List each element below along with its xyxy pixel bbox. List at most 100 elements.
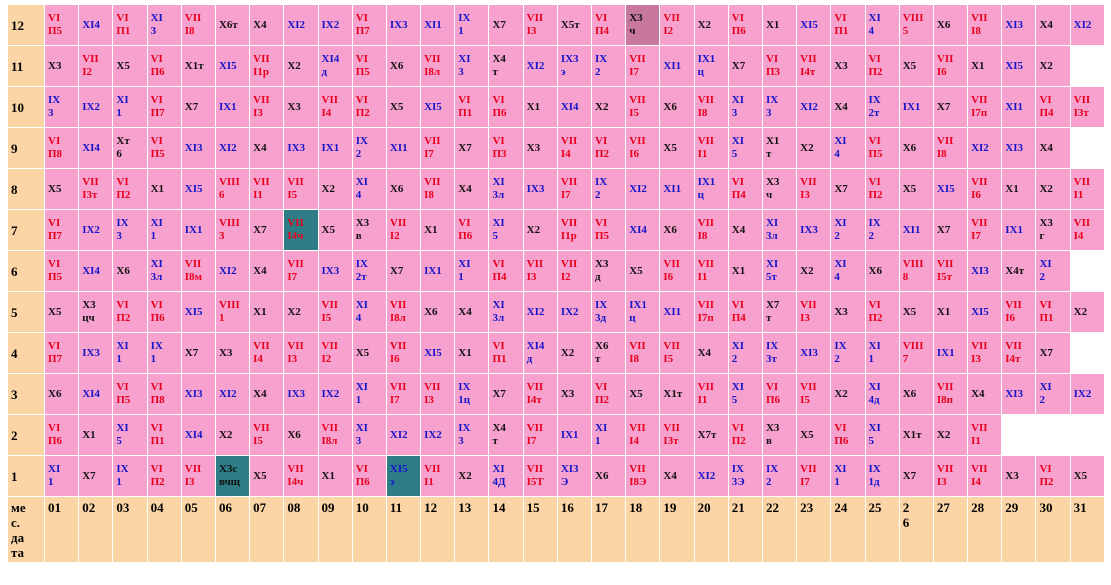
calendar-cell: VI П1 bbox=[830, 4, 866, 46]
calendar-cell: X1 bbox=[761, 4, 798, 46]
calendar-cell: X2 bbox=[1035, 168, 1071, 210]
calendar-cell: VII I1р bbox=[556, 209, 593, 251]
calendar-row: 2 VI П6 X1 XI 5 VI П1 XI4 X2 VII I5 X6 VII I8л XI 3 XI2 IX… bbox=[7, 414, 1105, 456]
calendar-cell: VII I4 bbox=[249, 332, 285, 374]
calendar-cell: VII I2 bbox=[385, 209, 422, 251]
calendar-cell: XI4 bbox=[625, 209, 661, 251]
calendar-cell: XI2 bbox=[214, 127, 251, 169]
date-cell: 23 bbox=[796, 496, 832, 563]
calendar-cell: VII I8л bbox=[317, 414, 353, 456]
calendar-cell: IX1 bbox=[556, 414, 593, 456]
calendar-cell: VI П7 bbox=[43, 209, 80, 251]
calendar-cell: VI П5 bbox=[351, 45, 387, 87]
calendar-cell: X5 bbox=[43, 168, 80, 210]
row-label: 11 bbox=[7, 45, 45, 87]
calendar-cell: X2 bbox=[1069, 291, 1105, 333]
calendar-cell: IX2 bbox=[317, 373, 353, 415]
calendar-cell: X4 bbox=[249, 250, 285, 292]
date-cell: 14 bbox=[488, 496, 524, 563]
calendar-cell: XI2 bbox=[522, 291, 558, 333]
calendar-cell: VII I4т bbox=[522, 373, 558, 415]
calendar-cell: IX3 bbox=[522, 168, 558, 210]
calendar-cell: IX3 bbox=[283, 373, 319, 415]
calendar-cell: XI5 э bbox=[385, 455, 422, 497]
calendar-cell: IX 2т bbox=[864, 86, 900, 128]
calendar-cell: VI П5 bbox=[146, 127, 182, 169]
calendar-row: 7 VI П7 IX2 IX 3 XI 1 IX1 VIII 3 X7 VII I4ч X5 X3 в VII I2… bbox=[7, 209, 1105, 251]
calendar-cell: X7 bbox=[488, 373, 524, 415]
calendar-cell: X1 bbox=[146, 168, 182, 210]
calendar-cell: X7 bbox=[830, 168, 866, 210]
calendar-cell: IX3 bbox=[283, 127, 319, 169]
calendar-cell: VI П8 bbox=[146, 373, 182, 415]
calendar-cell: X4 bbox=[454, 291, 490, 333]
calendar-cell: VI П2 bbox=[590, 127, 627, 169]
calendar-cell: VI П2 bbox=[112, 168, 148, 210]
date-cell: 12 bbox=[420, 496, 456, 563]
calendar-cell: VI П2 bbox=[864, 168, 900, 210]
calendar-cell: VII I7п bbox=[693, 291, 729, 333]
date-cell: 02 bbox=[78, 496, 114, 563]
calendar-cell: VI П7 bbox=[146, 86, 182, 128]
calendar-cell: VII I2 bbox=[78, 45, 114, 87]
calendar-cell: IX2 bbox=[78, 209, 114, 251]
calendar-cell: IX2 bbox=[1069, 373, 1105, 415]
calendar-cell: X6 bbox=[112, 250, 148, 292]
calendar-cell: X6 bbox=[590, 455, 627, 497]
calendar-cell: X4 bbox=[249, 127, 285, 169]
calendar-cell: VI П6 bbox=[727, 4, 763, 46]
calendar-cell: X5 bbox=[43, 291, 80, 333]
row-label: 10 bbox=[7, 86, 45, 128]
calendar-cell: XI2 bbox=[796, 86, 832, 128]
date-cell: 08 bbox=[283, 496, 319, 563]
calendar-cell: XI 3л bbox=[146, 250, 182, 292]
calendar-cell: X1 bbox=[727, 250, 763, 292]
calendar-cell: VII I2 bbox=[317, 332, 353, 374]
calendar-cell: IX3 bbox=[317, 250, 353, 292]
date-cell: 18 bbox=[625, 496, 661, 563]
calendar-cell: VI П1 bbox=[112, 4, 148, 46]
calendar-cell: X3с вчщ bbox=[214, 455, 251, 497]
calendar-cell: X4т bbox=[1001, 250, 1037, 292]
calendar-cell: XI1 bbox=[898, 209, 934, 251]
date-cell: 31 bbox=[1069, 496, 1105, 563]
date-cell: 03 bbox=[112, 496, 148, 563]
calendar-cell: VII I4 bbox=[317, 86, 353, 128]
month-date-label: ме с. да та bbox=[7, 496, 45, 563]
calendar-cell: VI П1 bbox=[146, 414, 182, 456]
date-cell: 10 bbox=[351, 496, 387, 563]
calendar-cell: X7 bbox=[78, 455, 114, 497]
calendar-cell: X2 bbox=[283, 45, 319, 87]
calendar-cell: X3 bbox=[43, 45, 80, 87]
calendar-cell: X3 bbox=[522, 127, 558, 169]
date-cell: 15 bbox=[522, 496, 558, 563]
calendar-cell: XI2 bbox=[967, 127, 1003, 169]
row-label: 8 bbox=[7, 168, 45, 210]
calendar-cell bbox=[1069, 45, 1105, 87]
calendar-cell: VII I2 bbox=[659, 4, 695, 46]
calendar-cell: IX 2т bbox=[351, 250, 387, 292]
